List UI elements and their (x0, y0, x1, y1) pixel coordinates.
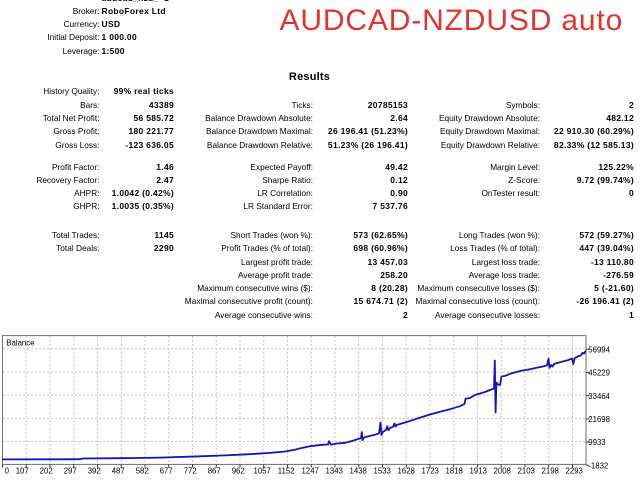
svg-text:1913: 1913 (470, 467, 487, 476)
svg-text:1628: 1628 (398, 467, 415, 476)
svg-text:Balance: Balance (6, 338, 34, 347)
svg-text:297: 297 (64, 467, 77, 476)
svg-text:1723: 1723 (422, 467, 439, 476)
svg-text:21698: 21698 (588, 415, 610, 424)
svg-text:1533: 1533 (374, 467, 391, 476)
svg-text:867: 867 (208, 467, 221, 476)
svg-text:45229: 45229 (588, 369, 610, 378)
svg-text:0: 0 (5, 467, 10, 476)
svg-text:1343: 1343 (326, 467, 343, 476)
svg-text:9933: 9933 (588, 438, 605, 447)
svg-text:582: 582 (136, 467, 149, 476)
svg-text:1818: 1818 (446, 467, 463, 476)
svg-text:2198: 2198 (542, 467, 559, 476)
svg-text:1247: 1247 (302, 467, 319, 476)
svg-text:202: 202 (40, 467, 53, 476)
svg-text:1152: 1152 (278, 467, 295, 476)
svg-text:107: 107 (16, 467, 29, 476)
svg-text:772: 772 (184, 467, 197, 476)
svg-text:962: 962 (232, 467, 245, 476)
svg-text:1438: 1438 (350, 467, 367, 476)
svg-text:33464: 33464 (588, 392, 610, 401)
svg-text:1057: 1057 (254, 467, 271, 476)
svg-text:2103: 2103 (518, 467, 535, 476)
svg-text:2293: 2293 (566, 467, 583, 476)
svg-text:-1832: -1832 (588, 461, 608, 470)
svg-text:2008: 2008 (494, 467, 511, 476)
svg-text:677: 677 (160, 467, 173, 476)
svg-text:487: 487 (112, 467, 125, 476)
svg-text:56994: 56994 (588, 345, 610, 354)
svg-text:392: 392 (88, 467, 101, 476)
